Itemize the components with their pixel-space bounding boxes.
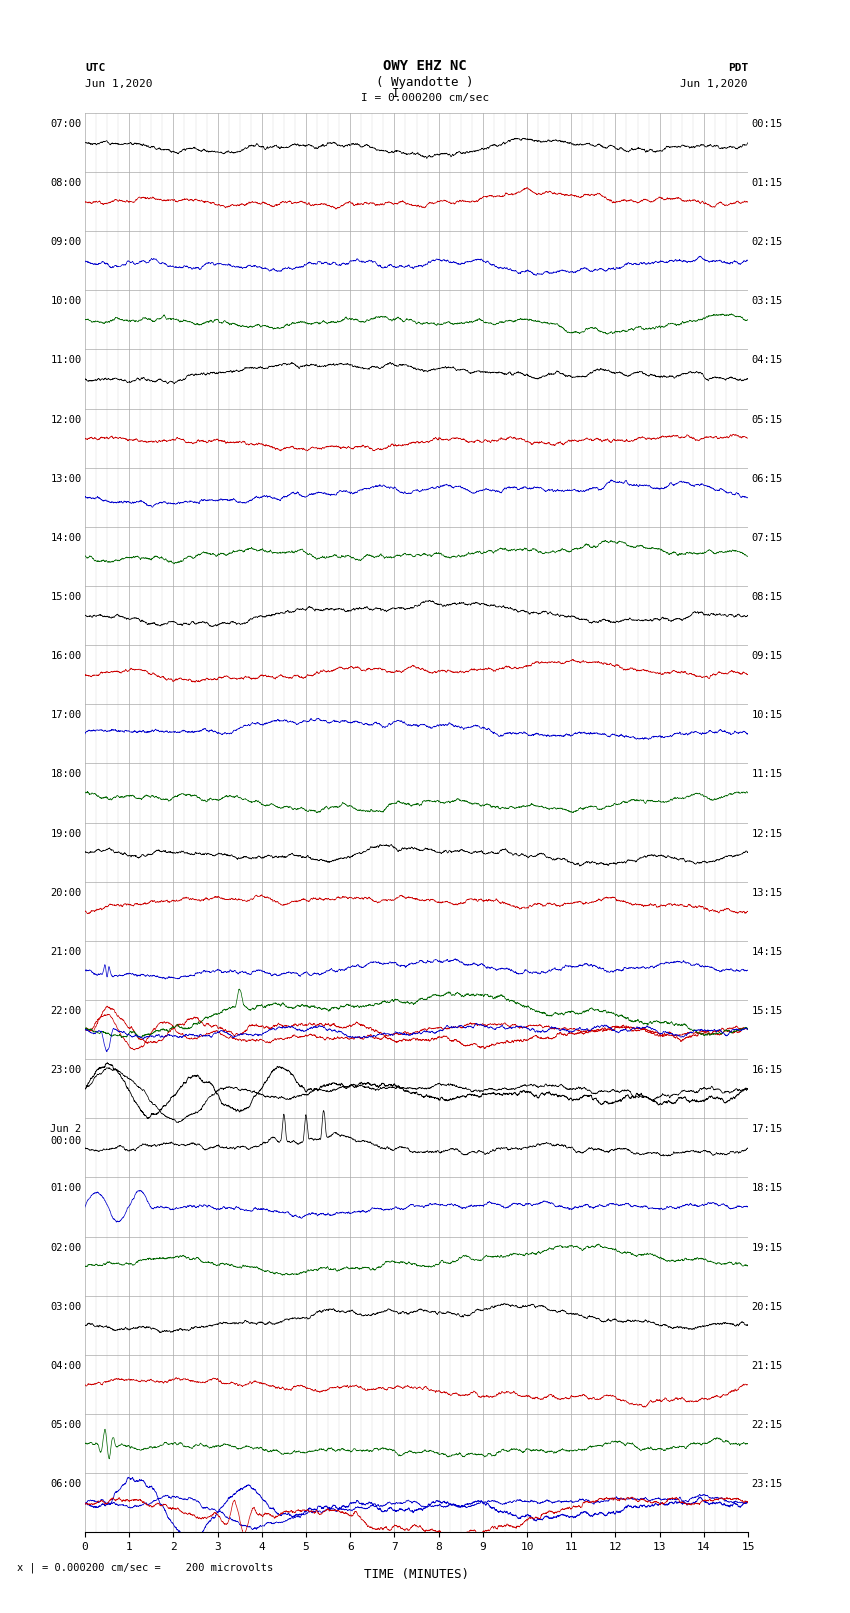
Text: OWY EHZ NC: OWY EHZ NC xyxy=(383,58,467,73)
Text: 18:00: 18:00 xyxy=(50,769,82,779)
Text: 01:00: 01:00 xyxy=(50,1184,82,1194)
Text: 10:15: 10:15 xyxy=(751,710,783,721)
Text: 15:15: 15:15 xyxy=(751,1007,783,1016)
Text: 04:15: 04:15 xyxy=(751,355,783,366)
Text: 03:00: 03:00 xyxy=(50,1302,82,1311)
Text: 19:00: 19:00 xyxy=(50,829,82,839)
Text: 09:15: 09:15 xyxy=(751,652,783,661)
Text: 06:00: 06:00 xyxy=(50,1479,82,1489)
Text: PDT: PDT xyxy=(728,63,748,73)
Text: 21:15: 21:15 xyxy=(751,1361,783,1371)
Text: 04:00: 04:00 xyxy=(50,1361,82,1371)
Text: 12:15: 12:15 xyxy=(751,829,783,839)
Text: Jun 1,2020: Jun 1,2020 xyxy=(85,79,152,89)
Text: 02:15: 02:15 xyxy=(751,237,783,247)
Text: 14:00: 14:00 xyxy=(50,532,82,544)
Text: Jun 2
00:00: Jun 2 00:00 xyxy=(50,1124,82,1145)
Text: 17:15: 17:15 xyxy=(751,1124,783,1134)
Text: I: I xyxy=(392,87,399,100)
Text: 07:00: 07:00 xyxy=(50,119,82,129)
Text: 11:00: 11:00 xyxy=(50,355,82,366)
Text: 20:15: 20:15 xyxy=(751,1302,783,1311)
Text: 00:15: 00:15 xyxy=(751,119,783,129)
Text: 08:00: 08:00 xyxy=(50,177,82,189)
Text: 07:15: 07:15 xyxy=(751,532,783,544)
Text: 06:15: 06:15 xyxy=(751,474,783,484)
Text: UTC: UTC xyxy=(85,63,105,73)
Text: 15:00: 15:00 xyxy=(50,592,82,602)
Text: 23:15: 23:15 xyxy=(751,1479,783,1489)
Text: 17:00: 17:00 xyxy=(50,710,82,721)
Text: 02:00: 02:00 xyxy=(50,1242,82,1253)
Text: 20:00: 20:00 xyxy=(50,887,82,898)
Text: 12:00: 12:00 xyxy=(50,415,82,424)
Text: 23:00: 23:00 xyxy=(50,1065,82,1076)
Text: x | = 0.000200 cm/sec =    200 microvolts: x | = 0.000200 cm/sec = 200 microvolts xyxy=(17,1561,273,1573)
Text: 01:15: 01:15 xyxy=(751,177,783,189)
Text: 16:15: 16:15 xyxy=(751,1065,783,1076)
Text: 05:15: 05:15 xyxy=(751,415,783,424)
Text: 21:00: 21:00 xyxy=(50,947,82,957)
Text: 03:15: 03:15 xyxy=(751,297,783,306)
Text: 14:15: 14:15 xyxy=(751,947,783,957)
Text: 18:15: 18:15 xyxy=(751,1184,783,1194)
Text: 09:00: 09:00 xyxy=(50,237,82,247)
Text: 22:00: 22:00 xyxy=(50,1007,82,1016)
Text: 13:15: 13:15 xyxy=(751,887,783,898)
Text: Jun 1,2020: Jun 1,2020 xyxy=(681,79,748,89)
X-axis label: TIME (MINUTES): TIME (MINUTES) xyxy=(364,1568,469,1581)
Text: 08:15: 08:15 xyxy=(751,592,783,602)
Text: ( Wyandotte ): ( Wyandotte ) xyxy=(377,76,473,89)
Text: 10:00: 10:00 xyxy=(50,297,82,306)
Text: I = 0.000200 cm/sec: I = 0.000200 cm/sec xyxy=(361,94,489,103)
Text: 05:00: 05:00 xyxy=(50,1419,82,1431)
Text: 19:15: 19:15 xyxy=(751,1242,783,1253)
Text: 22:15: 22:15 xyxy=(751,1419,783,1431)
Text: 11:15: 11:15 xyxy=(751,769,783,779)
Text: 13:00: 13:00 xyxy=(50,474,82,484)
Text: 16:00: 16:00 xyxy=(50,652,82,661)
